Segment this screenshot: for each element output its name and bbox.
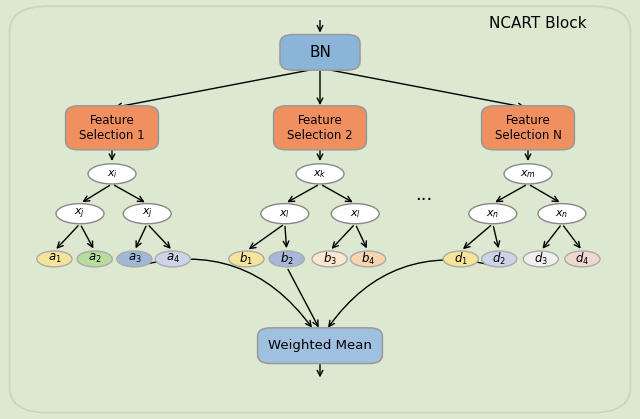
Text: $x_{k}$: $x_{k}$ [313, 168, 327, 180]
Text: $x_{n}$: $x_{n}$ [556, 208, 568, 220]
Text: $b_{3}$: $b_{3}$ [323, 251, 337, 267]
Text: $x_{j}$: $x_{j}$ [74, 207, 86, 221]
Ellipse shape [443, 251, 479, 267]
Text: $b_{4}$: $b_{4}$ [361, 251, 375, 267]
Text: $d_{2}$: $d_{2}$ [492, 251, 506, 267]
Text: $b_{1}$: $b_{1}$ [239, 251, 253, 267]
Text: $a_{1}$: $a_{1}$ [47, 252, 61, 266]
Text: Feature
Selection N: Feature Selection N [495, 114, 561, 142]
Ellipse shape [538, 204, 586, 224]
Text: $x_{l}$: $x_{l}$ [279, 208, 291, 220]
Ellipse shape [261, 204, 309, 224]
Text: $x_{j}$: $x_{j}$ [141, 207, 153, 221]
Ellipse shape [564, 251, 600, 267]
Ellipse shape [269, 251, 305, 267]
Text: Weighted Mean: Weighted Mean [268, 339, 372, 352]
Ellipse shape [312, 251, 348, 267]
Text: $a_{3}$: $a_{3}$ [127, 252, 141, 266]
Ellipse shape [117, 251, 152, 267]
Text: $b_{2}$: $b_{2}$ [280, 251, 294, 267]
Ellipse shape [523, 251, 558, 267]
FancyBboxPatch shape [65, 106, 159, 150]
Text: Feature
Selection 2: Feature Selection 2 [287, 114, 353, 142]
FancyBboxPatch shape [274, 106, 366, 150]
Text: $x_{l}$: $x_{l}$ [349, 208, 361, 220]
FancyBboxPatch shape [481, 106, 575, 150]
Ellipse shape [351, 251, 385, 267]
Text: ...: ... [415, 186, 432, 204]
Ellipse shape [229, 251, 264, 267]
Ellipse shape [468, 204, 517, 224]
Text: $x_{n}$: $x_{n}$ [486, 208, 499, 220]
Ellipse shape [77, 251, 113, 267]
Text: $d_{1}$: $d_{1}$ [454, 251, 468, 267]
Ellipse shape [332, 204, 380, 224]
Ellipse shape [156, 251, 191, 267]
Text: Feature
Selection 1: Feature Selection 1 [79, 114, 145, 142]
Text: $x_{i}$: $x_{i}$ [106, 168, 118, 180]
FancyBboxPatch shape [257, 328, 383, 364]
Ellipse shape [56, 204, 104, 224]
Text: BN: BN [309, 45, 331, 60]
Text: $a_{4}$: $a_{4}$ [166, 252, 180, 266]
Ellipse shape [124, 204, 172, 224]
Text: $d_{4}$: $d_{4}$ [575, 251, 589, 267]
FancyBboxPatch shape [10, 6, 630, 413]
FancyBboxPatch shape [280, 35, 360, 70]
Text: $x_{m}$: $x_{m}$ [520, 168, 536, 180]
Ellipse shape [88, 164, 136, 184]
Ellipse shape [37, 251, 72, 267]
Ellipse shape [482, 251, 517, 267]
Text: $a_{2}$: $a_{2}$ [88, 252, 102, 266]
Text: $d_{3}$: $d_{3}$ [534, 251, 548, 267]
Ellipse shape [504, 164, 552, 184]
Ellipse shape [296, 164, 344, 184]
Text: NCART Block: NCART Block [489, 16, 586, 31]
